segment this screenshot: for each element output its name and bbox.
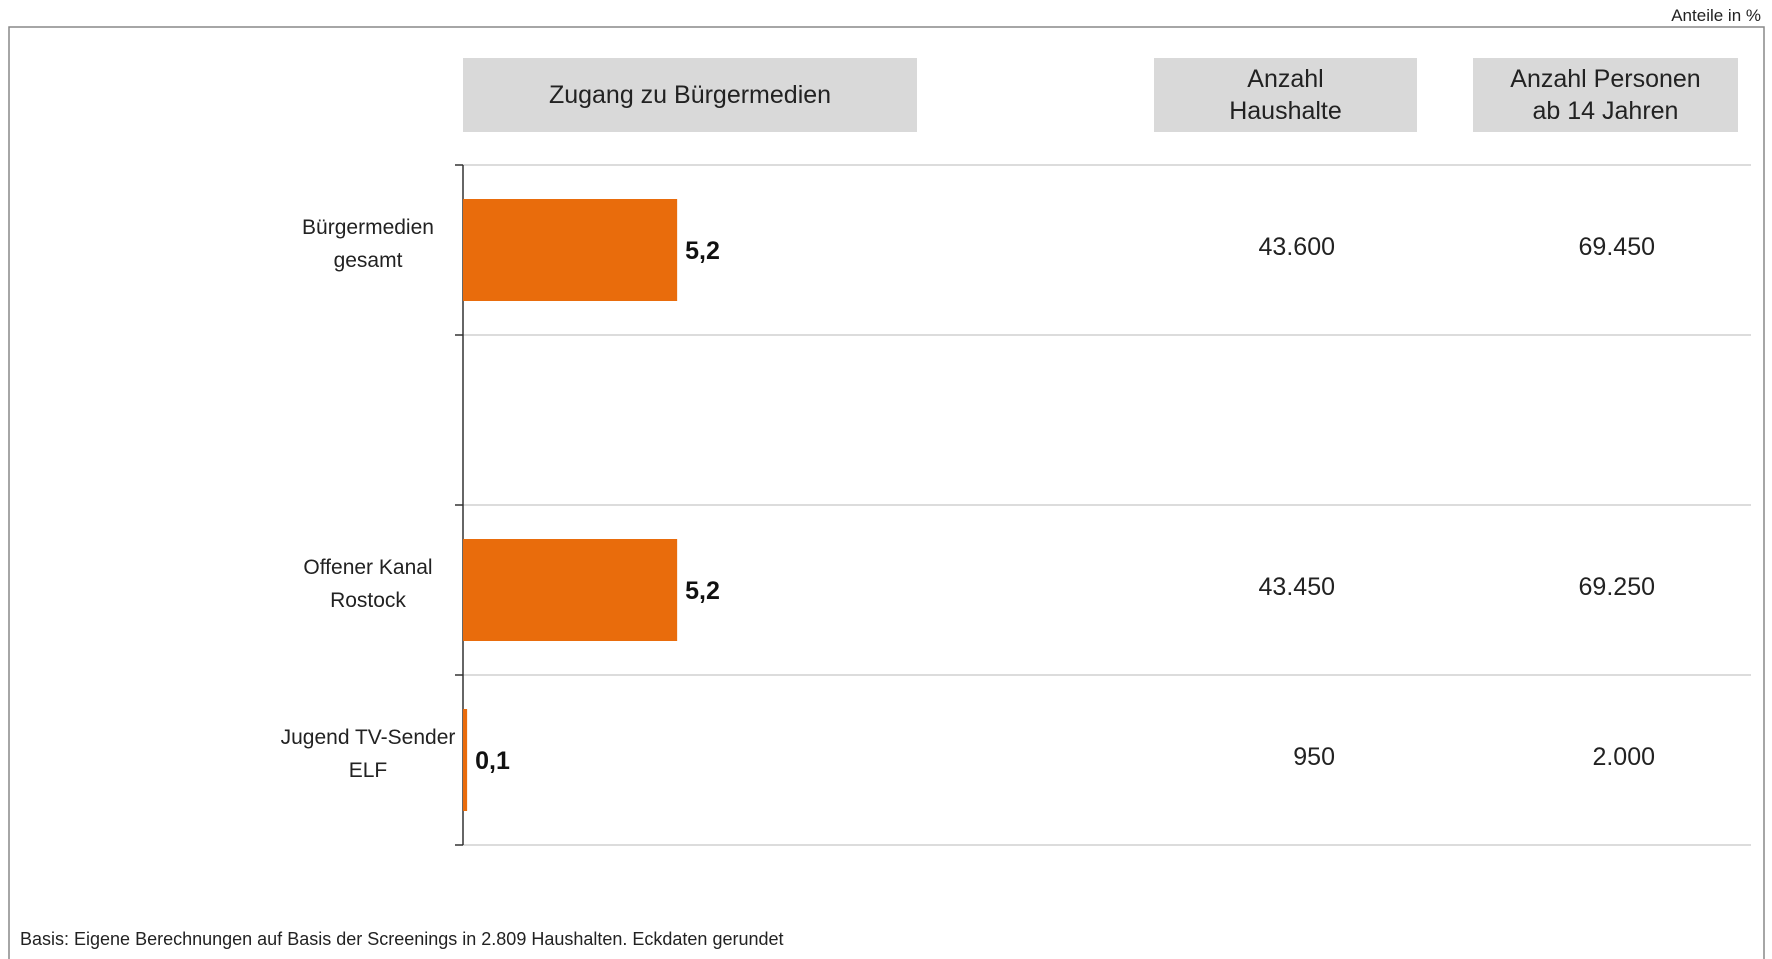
unit-note: Anteile in % <box>1671 6 1761 25</box>
table-value: 43.600 <box>1258 233 1335 261</box>
y-tick-label: Jugend TV-Sender ELF <box>280 726 456 782</box>
frame <box>8 26 1765 959</box>
y-tick-label: Offener Kanal Rostock <box>303 556 433 612</box>
table-value: 2.000 <box>1592 743 1655 771</box>
table-value: 69.250 <box>1578 573 1655 601</box>
table-value: 43.450 <box>1258 573 1335 601</box>
table-value: 950 <box>1293 743 1335 771</box>
data-label: 5,2 <box>685 237 720 265</box>
column-header: Anzahl Personen ab 14 Jahren <box>1473 58 1738 132</box>
chart-title: Zugang zu Bürgermedien <box>463 58 917 132</box>
bar <box>463 199 678 301</box>
footnote: Basis: Eigene Berechnungen auf Basis der… <box>20 929 784 949</box>
bar <box>463 539 678 641</box>
data-label: 0,1 <box>475 747 510 775</box>
bar <box>463 709 468 811</box>
table-value: 69.450 <box>1578 233 1655 261</box>
column-header: Anzahl Haushalte <box>1154 58 1417 132</box>
y-tick-label: Bürgermedien gesamt <box>302 216 434 272</box>
data-label: 5,2 <box>685 577 720 605</box>
